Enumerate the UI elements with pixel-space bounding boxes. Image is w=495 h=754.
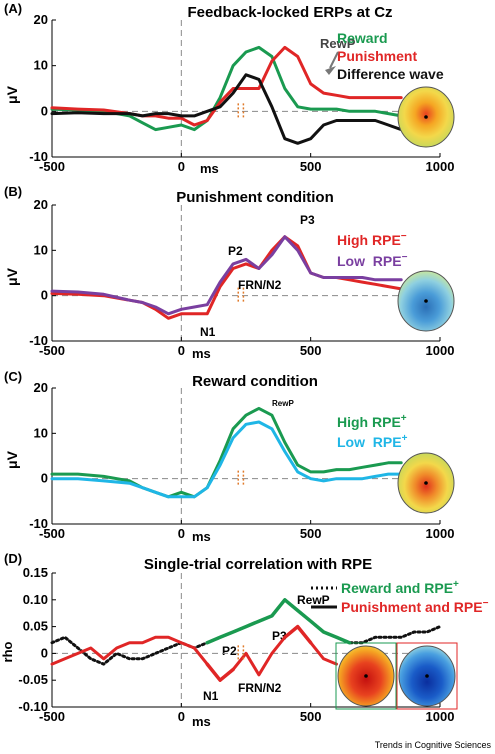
x-tick-label: 500 [300, 343, 322, 358]
legend-item: Reward and RPE+ [341, 579, 459, 596]
x-tick-label: -500 [39, 526, 65, 541]
y-tick-label: 10 [34, 58, 48, 73]
p2-annotation: P2 [228, 244, 243, 258]
panel-label: (A) [4, 1, 22, 16]
y-tick-label: -0.10 [18, 699, 48, 714]
legend: Reward and RPE+ Punishment and RPE− [311, 579, 489, 615]
legend-item: Low RPE− [337, 252, 408, 269]
series-line [50, 420, 403, 499]
legend-item: Punishment [337, 48, 417, 64]
x-axis-label: ms [192, 714, 211, 729]
legend: High RPE+ Low RPE+ [337, 413, 408, 450]
y-tick-label: 10 [34, 425, 48, 440]
panel-label: (C) [4, 369, 22, 384]
x-tick-label: 0 [178, 526, 185, 541]
x-tick-label: 1000 [426, 709, 455, 724]
scalp-topography-d-punishment [396, 642, 458, 710]
figure-credit: Trends in Cognitive Sciences [375, 740, 492, 750]
x-tick-label: 500 [300, 709, 322, 724]
legend: Reward Punishment Difference wave [337, 30, 444, 82]
scalp-topography-b [397, 270, 455, 332]
panel-label: (B) [4, 184, 22, 199]
legend-item: High RPE− [337, 231, 407, 248]
y-tick-label: 0 [41, 103, 48, 118]
y-tick-label: 20 [34, 380, 48, 395]
x-tick-label: 500 [300, 159, 322, 174]
significant-punishment-segment [283, 624, 313, 645]
x-axis-label: ms [192, 529, 211, 544]
y-tick-label: 20 [34, 12, 48, 27]
legend-item: High RPE+ [337, 413, 407, 430]
rewp-arrowhead [325, 66, 336, 75]
n1-annotation: N1 [203, 689, 219, 703]
x-tick-label: -500 [39, 159, 65, 174]
rewp-annotation: RewP [320, 36, 356, 51]
x-tick-label: 0 [178, 709, 185, 724]
x-tick-label: 1000 [426, 343, 455, 358]
series-line [50, 45, 403, 132]
legend-item: Low RPE+ [337, 433, 408, 450]
y-axis-label: μV [4, 267, 20, 286]
x-tick-label: 0 [178, 343, 185, 358]
y-tick-label: 0 [41, 471, 48, 486]
legend-item: Reward [337, 30, 388, 46]
y-axis-label: rho [0, 641, 15, 662]
p2-annotation: P2 [222, 644, 237, 658]
frn-n2-annotation: FRN/N2 [238, 681, 282, 695]
scalp-topography-d-reward [335, 642, 397, 710]
y-tick-label: 0.10 [23, 592, 48, 607]
rewp-arrow [329, 51, 339, 69]
y-tick-label: 0.15 [23, 565, 48, 580]
rewp-annotation: RewP [272, 399, 294, 408]
y-tick-label: 10 [34, 242, 48, 257]
y-tick-label: 0.05 [23, 619, 48, 634]
rewp-annotation: RewP [297, 593, 330, 607]
x-tick-label: 1000 [426, 159, 455, 174]
panel-a: (A) Feedback-locked ERPs at Cz μV ms Rew… [4, 1, 454, 176]
p3-annotation: P3 [300, 213, 315, 227]
y-tick-label: -10 [29, 516, 48, 531]
x-tick-label: 0 [178, 159, 185, 174]
scalp-topography-c [397, 452, 455, 514]
x-axis-label: ms [192, 346, 211, 361]
panel-b: (B) Punishment condition μV ms P2 P3 FRN… [4, 184, 454, 361]
significant-reward-segment [205, 598, 352, 645]
y-tick-label: -0.05 [18, 672, 48, 687]
series-line [50, 235, 403, 316]
series-line [50, 73, 403, 145]
panel-c: (C) Reward condition μV ms RewP High RPE… [4, 369, 454, 544]
panel-d: (D) Single-trial correlation with RPE rh… [0, 551, 489, 729]
x-tick-label: 500 [300, 526, 322, 541]
panel-title: Punishment condition [176, 189, 334, 206]
x-tick-label: -500 [39, 709, 65, 724]
frn-n2-annotation: FRN/N2 [238, 278, 282, 292]
legend-item: Difference wave [337, 66, 444, 82]
significant-punishment-segment [205, 662, 235, 682]
panel-title: Single-trial correlation with RPE [144, 556, 372, 573]
y-tick-label: 20 [34, 197, 48, 212]
panel-label: (D) [4, 551, 22, 566]
panel-title: Feedback-locked ERPs at Cz [187, 4, 392, 21]
legend: High RPE− Low RPE− [337, 231, 408, 269]
panel-title: Reward condition [192, 373, 318, 390]
x-tick-label: 1000 [426, 526, 455, 541]
x-tick-label: -500 [39, 343, 65, 358]
x-axis-label: ms [200, 161, 219, 176]
scalp-topography-a [397, 86, 455, 148]
y-tick-label: -10 [29, 333, 48, 348]
y-axis-label: μV [4, 450, 20, 469]
y-tick-label: 0 [41, 288, 48, 303]
y-axis-label: μV [4, 85, 20, 104]
y-tick-label: 0 [41, 645, 48, 660]
legend-item: Punishment and RPE− [341, 598, 489, 615]
y-tick-label: -10 [29, 149, 48, 164]
n1-annotation: N1 [200, 325, 216, 339]
